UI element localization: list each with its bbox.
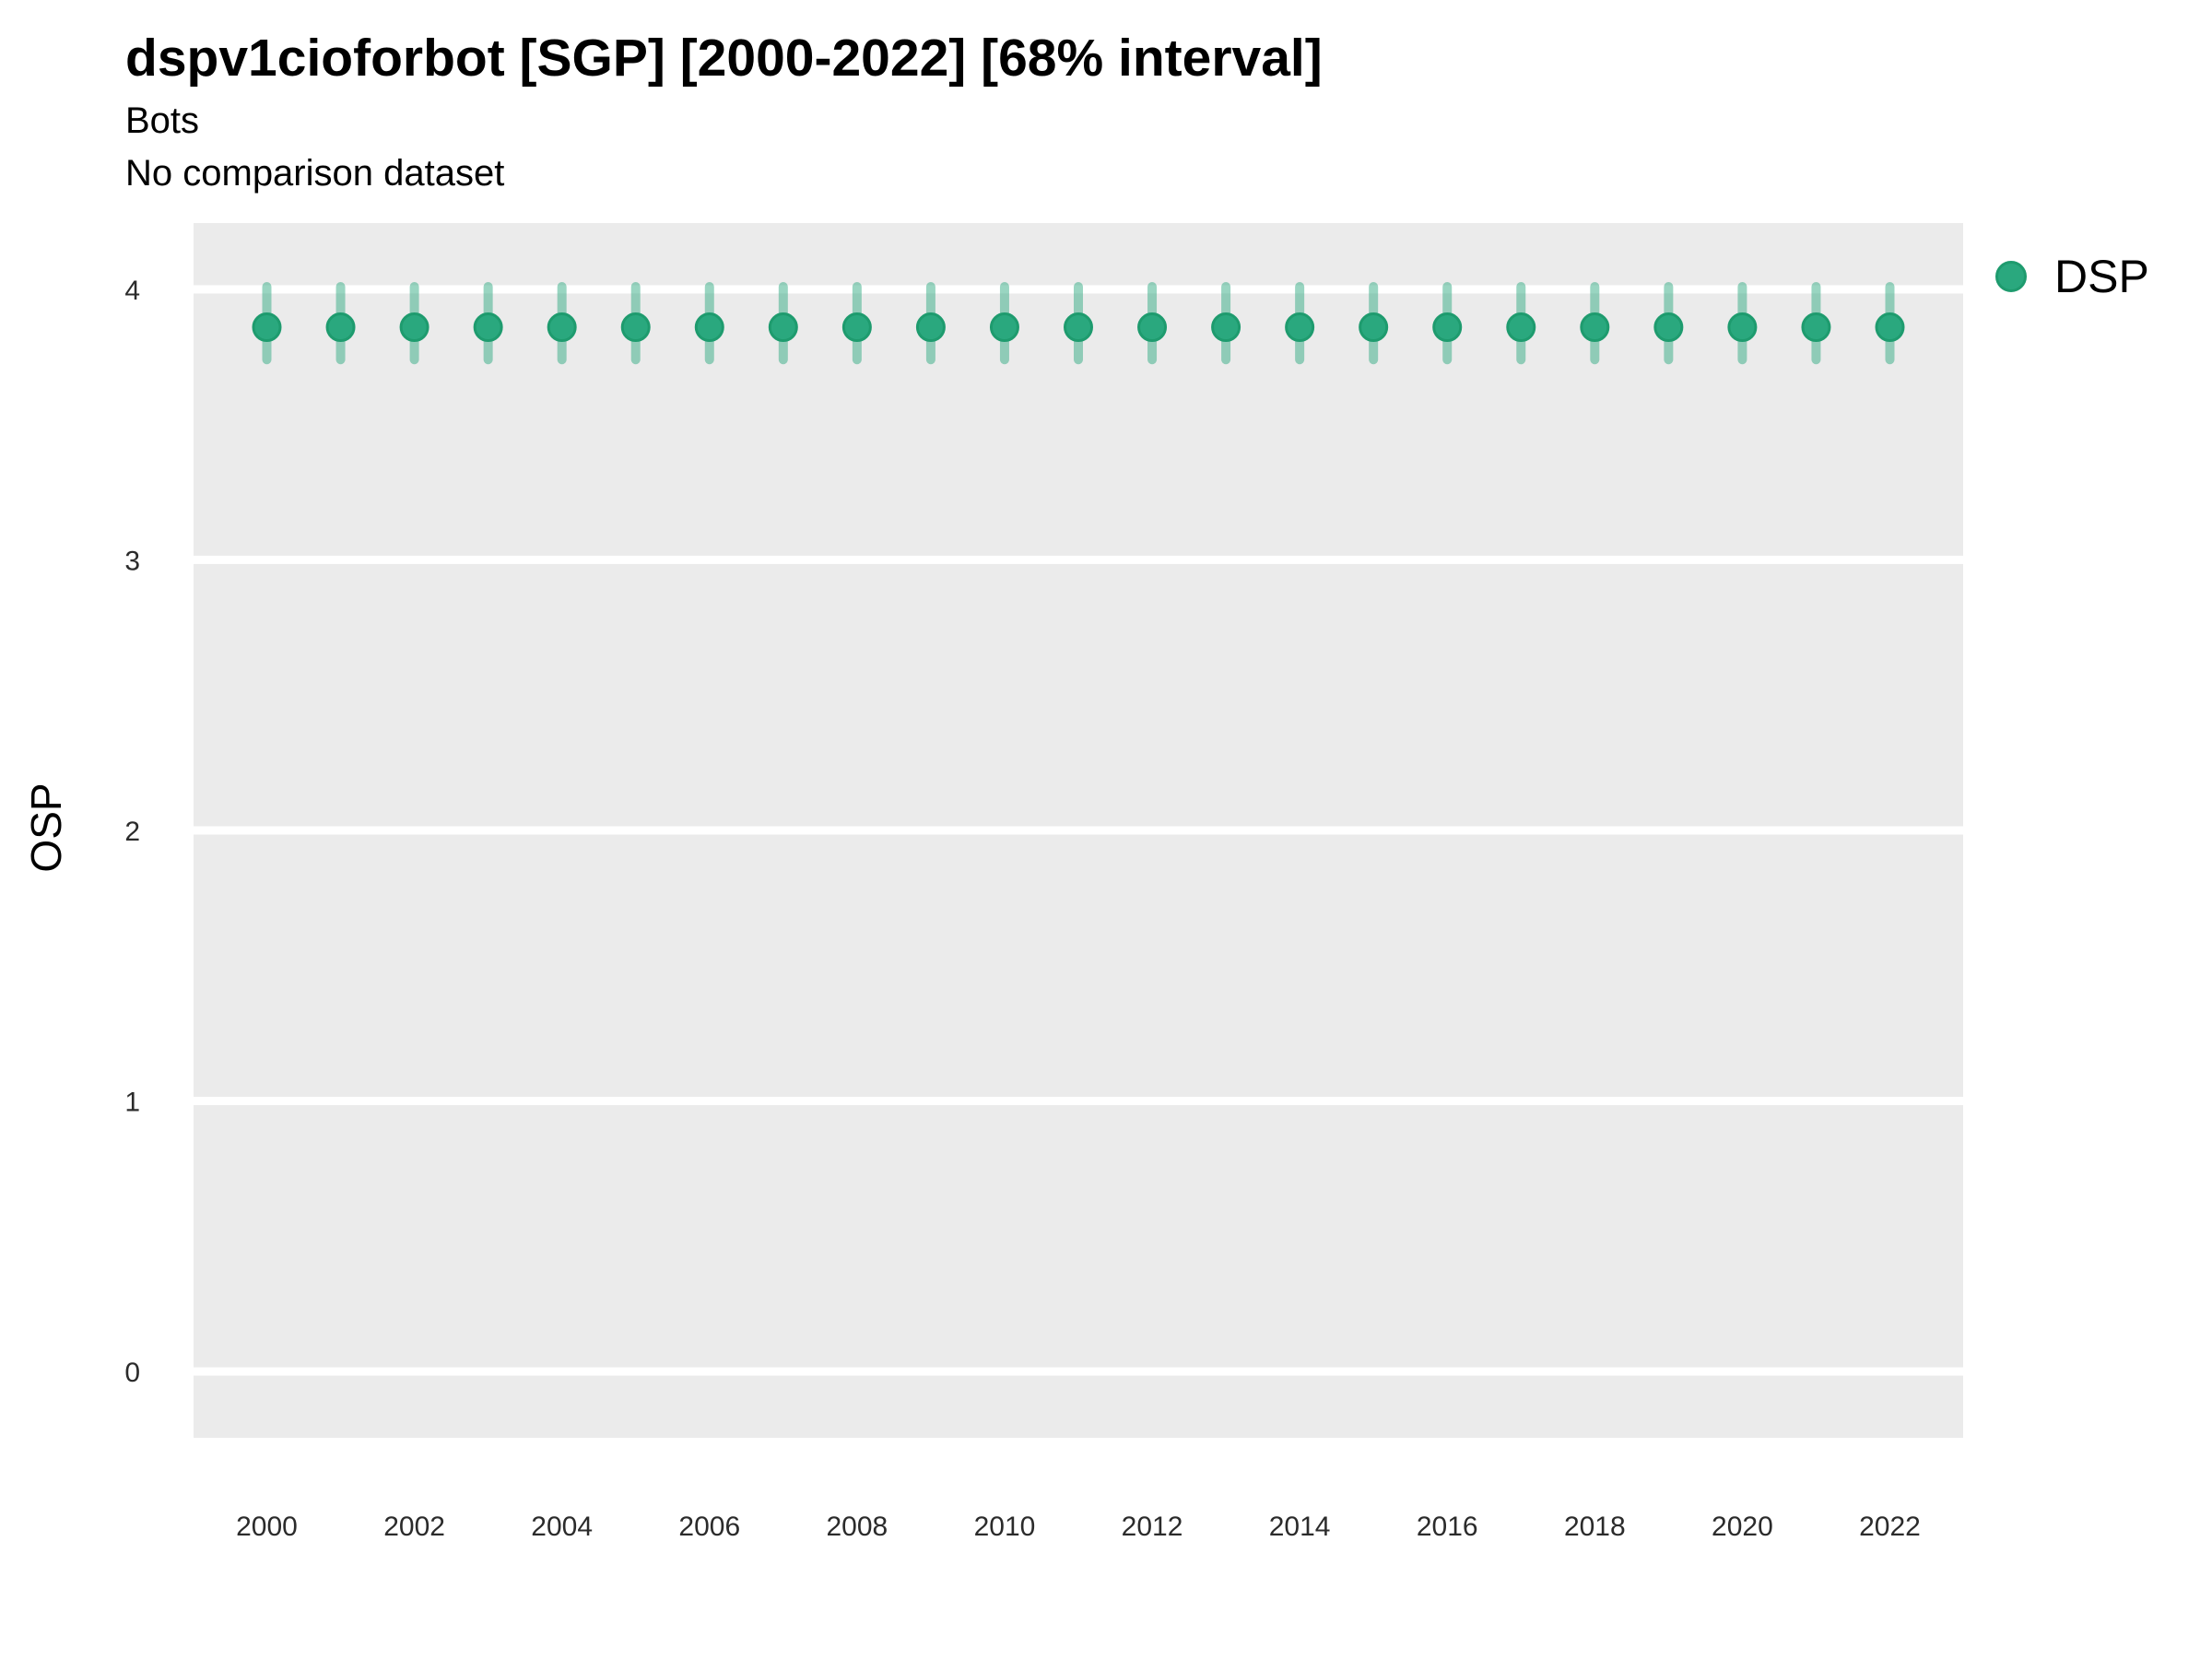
data-point-2009: [915, 312, 946, 343]
data-point-2017: [1506, 312, 1536, 343]
gridline-y-1: [194, 1097, 1963, 1106]
data-point-2022: [1875, 312, 1905, 343]
data-point-2007: [768, 312, 798, 343]
gridline-y-4: [194, 285, 1963, 294]
x-tick-label: 2012: [1122, 1512, 1183, 1542]
x-tick-label: 2020: [1712, 1512, 1773, 1542]
x-tick-label: 2016: [1417, 1512, 1478, 1542]
x-tick-label: 2008: [826, 1512, 888, 1542]
data-point-2018: [1580, 312, 1610, 343]
gridline-y-2: [194, 826, 1963, 835]
y-tick-label: 1: [124, 1088, 140, 1118]
x-tick-label: 2004: [531, 1512, 593, 1542]
data-point-2001: [325, 312, 356, 343]
x-tick-label: 2002: [383, 1512, 445, 1542]
x-tick-label: 2010: [974, 1512, 1036, 1542]
x-tick-label: 2006: [678, 1512, 740, 1542]
data-point-2015: [1359, 312, 1389, 343]
data-point-2010: [989, 312, 1019, 343]
y-tick-label: 0: [124, 1358, 140, 1388]
data-point-2014: [1285, 312, 1315, 343]
gridline-y-0: [194, 1367, 1963, 1376]
data-point-2003: [473, 312, 503, 343]
gridline-y-3: [194, 555, 1963, 564]
chart-title: dspv1cioforbot [SGP] [2000-2022] [68% in…: [125, 29, 1323, 88]
legend-marker-circle-icon: [1995, 261, 2027, 292]
data-point-2006: [694, 312, 724, 343]
data-point-2013: [1211, 312, 1241, 343]
chart-subtitle: Bots: [125, 100, 200, 141]
data-point-2011: [1064, 312, 1093, 343]
x-tick-label: 2014: [1269, 1512, 1331, 1542]
y-tick-label: 3: [124, 546, 140, 576]
data-point-2004: [547, 312, 577, 343]
x-tick-label: 2022: [1859, 1512, 1921, 1542]
data-point-2020: [1727, 312, 1758, 343]
data-point-2002: [399, 312, 429, 343]
y-tick-label: 2: [124, 817, 140, 847]
data-point-2005: [620, 312, 651, 343]
data-point-2016: [1432, 312, 1463, 343]
legend: DSP: [1995, 251, 2149, 302]
x-tick-label: 2018: [1564, 1512, 1626, 1542]
x-tick-label: 2000: [236, 1512, 298, 1542]
data-point-2008: [841, 312, 872, 343]
y-tick-label: 4: [124, 276, 140, 306]
data-point-2000: [252, 312, 282, 343]
legend-label: DSP: [2054, 251, 2149, 302]
data-point-2019: [1653, 312, 1684, 343]
data-point-2021: [1801, 312, 1831, 343]
comparison-note: No comparison dataset: [125, 153, 505, 194]
data-point-2012: [1137, 312, 1168, 343]
